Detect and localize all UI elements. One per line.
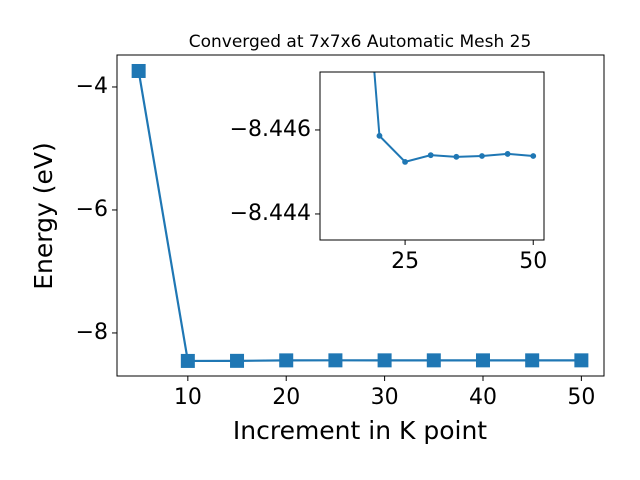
x-tick-label: 40 [469,385,497,410]
y-axis-label: Energy (eV) [29,142,58,289]
marker [574,353,589,368]
marker [479,153,485,159]
y-tick-label: −8.446 [230,117,311,142]
marker [230,353,245,368]
axes-frame [319,71,545,241]
marker [426,353,441,368]
x-tick-label: 20 [272,385,300,410]
marker [475,353,490,368]
marker [504,150,511,157]
marker [453,153,460,160]
marker [180,353,195,368]
series-group [131,63,589,368]
marker [328,353,343,368]
x-tick-label: 50 [567,385,595,410]
x-tick-label: 10 [174,385,202,410]
axes-frame [116,54,605,377]
y-tick-label: −8 [76,320,108,345]
y-tick-label: −8.444 [230,201,311,226]
x-tick-label: 50 [519,249,547,274]
marker [402,158,409,165]
marker [279,353,294,368]
series-line [373,72,534,163]
series-group [373,72,537,165]
marker [530,153,537,159]
marker [376,132,383,139]
marker [525,353,540,368]
marker [377,353,392,368]
x-axis-label: Increment in K point [233,416,487,445]
chart-title: Converged at 7x7x6 Automatic Mesh 25 [189,32,532,52]
marker [131,63,146,78]
marker [427,152,434,159]
x-tick-label: 25 [391,249,419,274]
series-line [137,70,582,363]
y-tick-label: −4 [76,74,108,99]
y-tick-label: −6 [76,197,108,222]
x-tick-label: 30 [371,385,399,410]
